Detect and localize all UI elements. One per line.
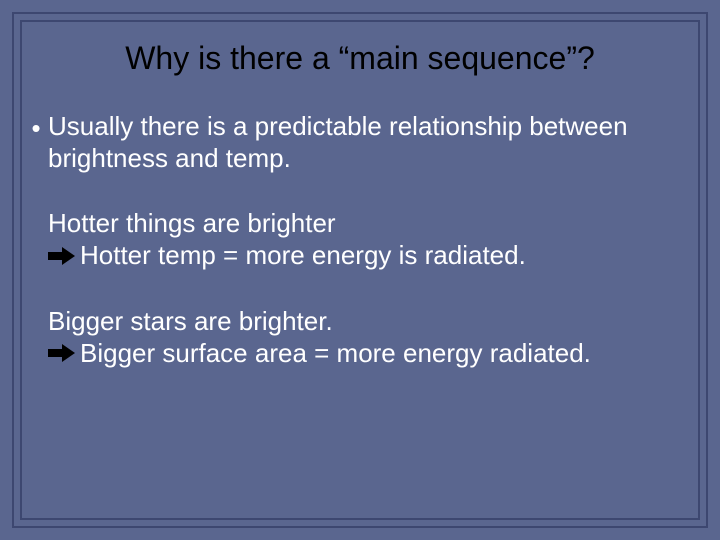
inner-frame: Why is there a “main sequence”? • Usuall… <box>20 20 700 520</box>
sub-line: Hotter things are brighter <box>48 208 696 240</box>
arrow-row: Bigger surface area = more energy radiat… <box>48 338 696 370</box>
bullet-marker: • <box>24 111 48 145</box>
arrow-right-icon <box>48 246 80 266</box>
arrow-right-icon <box>48 343 80 363</box>
arrow-line-text: Bigger surface area = more energy radiat… <box>80 338 591 370</box>
bullet-text: Usually there is a predictable relations… <box>48 111 696 174</box>
sub-block-1: Hotter things are brighter Hotter temp =… <box>24 208 696 271</box>
slide: Why is there a “main sequence”? • Usuall… <box>0 0 720 540</box>
sub-block-2: Bigger stars are brighter. Bigger surfac… <box>24 306 696 369</box>
arrow-row: Hotter temp = more energy is radiated. <box>48 240 696 272</box>
slide-title: Why is there a “main sequence”? <box>22 22 698 85</box>
sub-line: Bigger stars are brighter. <box>48 306 696 338</box>
outer-frame: Why is there a “main sequence”? • Usuall… <box>12 12 708 528</box>
bullet-item: • Usually there is a predictable relatio… <box>24 111 696 174</box>
arrow-line-text: Hotter temp = more energy is radiated. <box>80 240 526 272</box>
slide-body: • Usually there is a predictable relatio… <box>22 85 698 369</box>
